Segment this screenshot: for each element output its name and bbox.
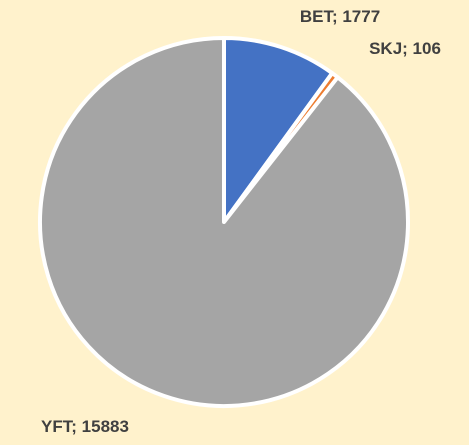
label-separator: ; [332, 7, 342, 26]
label-category: SKJ [369, 39, 402, 58]
label-separator: ; [71, 417, 81, 436]
label-separator: ; [402, 39, 412, 58]
data-label: SKJ; 106 [369, 39, 441, 58]
data-label: YFT; 15883 [41, 417, 129, 436]
data-label: BET; 1777 [300, 7, 380, 26]
label-category: BET [300, 7, 335, 26]
pie-slice [38, 36, 410, 408]
pie-slice [222, 36, 335, 224]
label-value: 15883 [82, 417, 129, 436]
label-value: 106 [413, 39, 441, 58]
label-value: 1777 [342, 7, 380, 26]
label-category: YFT [41, 417, 74, 436]
